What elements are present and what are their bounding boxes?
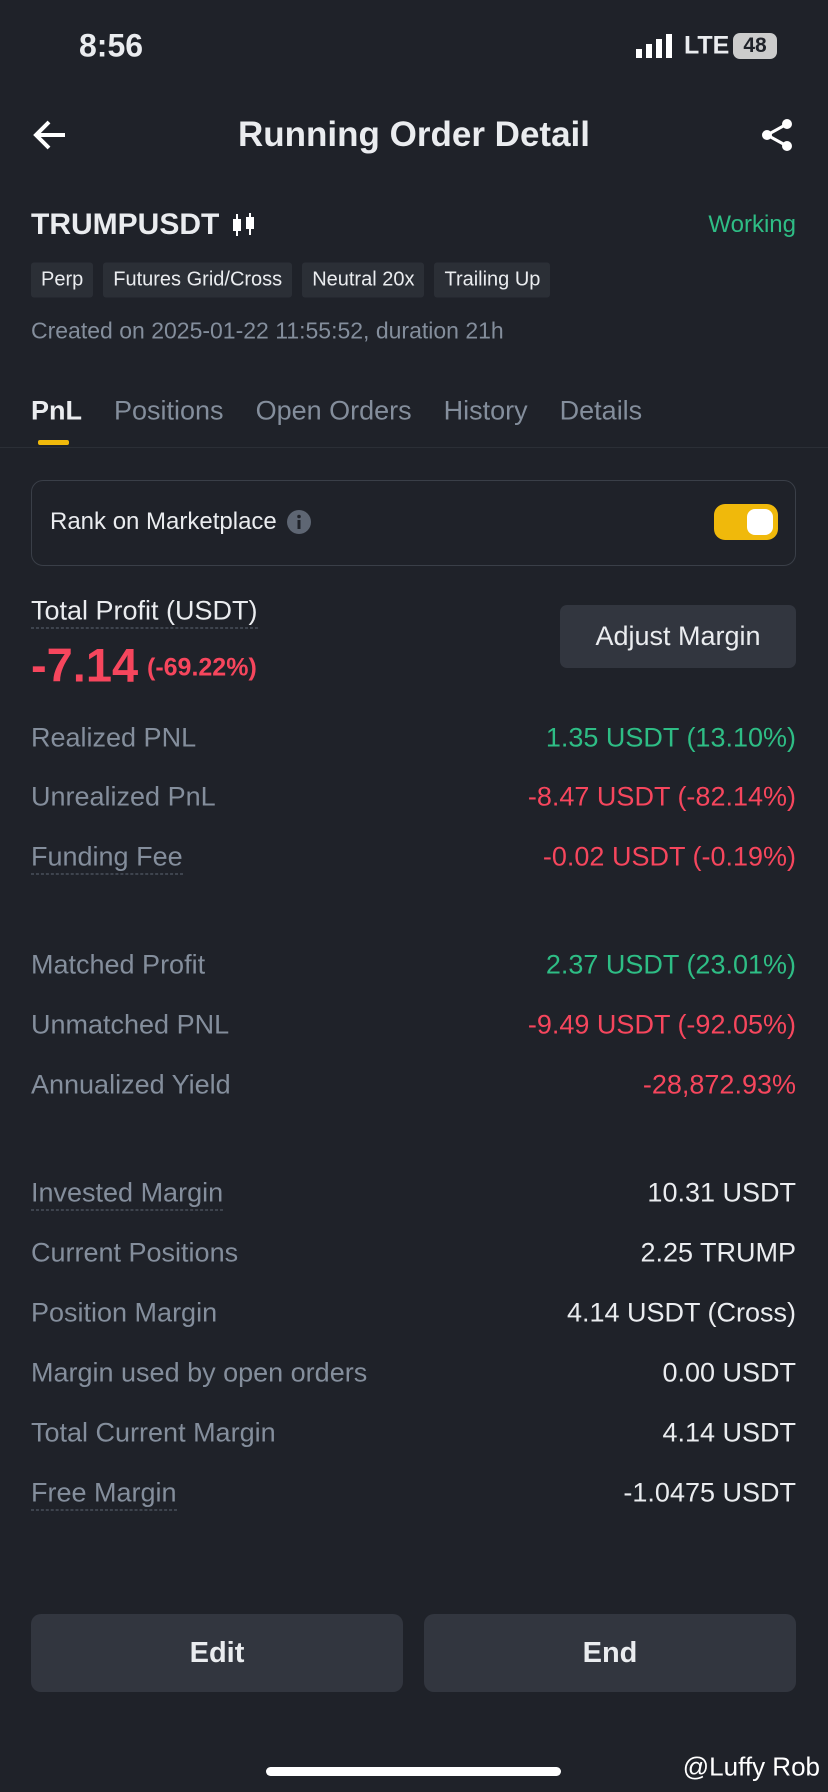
total-profit-label-text: Total Profit (USDT) <box>31 595 258 629</box>
row-label-text: Funding Fee <box>31 841 183 875</box>
row-value: -0.02 USDT (-0.19%) <box>542 841 796 872</box>
row-value: 10.31 USDT <box>647 1177 796 1208</box>
row-label: Unrealized PnL <box>31 782 216 813</box>
row-value: -1.0475 USDT <box>623 1477 796 1508</box>
end-button[interactable]: End <box>424 1614 796 1692</box>
row-label-text: Matched Profit <box>31 949 206 980</box>
total-profit-label: Total Profit (USDT) <box>31 595 258 629</box>
rank-label: Rank on Marketplace <box>50 508 277 535</box>
tab[interactable]: Open Orders <box>255 395 412 426</box>
row-label-text: Position Margin <box>31 1297 218 1328</box>
home-indicator <box>266 1767 561 1776</box>
total-profit-percent: (-69.22%) <box>147 653 257 682</box>
symbol: TRUMPUSDT <box>31 208 220 241</box>
row-label: Realized PNL <box>31 723 196 754</box>
row-value: 0.00 USDT <box>662 1357 796 1388</box>
row-label: Current Positions <box>31 1238 238 1269</box>
row-label: Funding Fee <box>31 841 183 875</box>
tag-list: Perp Futures Grid/Cross Neutral 20x Trailin… <box>31 262 560 298</box>
watermark: @Luffy Rob <box>682 1751 820 1782</box>
row-label: Matched Profit <box>31 950 205 981</box>
row-label-text: Current Positions <box>31 1237 239 1268</box>
tab[interactable]: Details <box>559 395 643 426</box>
row-label: Unmatched PNL <box>31 1010 229 1041</box>
row-label: Invested Margin <box>31 1177 224 1211</box>
tag: Neutral 20x <box>302 262 425 298</box>
tab[interactable]: History <box>443 395 528 426</box>
signal-icon <box>636 34 672 58</box>
row-label: Margin used by open orders <box>31 1358 367 1389</box>
row-label: Annualized Yield <box>31 1070 231 1101</box>
row-label-text: Margin used by open orders <box>31 1357 368 1388</box>
row-label-text: Total Current Margin <box>31 1417 276 1448</box>
created-info: Created on 2025-01-22 11:55:52, duration… <box>31 317 504 344</box>
tab[interactable]: PnL <box>31 395 82 426</box>
back-button[interactable] <box>33 119 67 151</box>
battery: 48 <box>733 33 777 59</box>
total-profit-value: -7.14 <box>31 638 139 692</box>
edit-button[interactable]: Edit <box>31 1614 403 1692</box>
adjust-margin-button[interactable]: Adjust Margin <box>560 605 796 668</box>
row-value: 2.37 USDT (23.01%) <box>545 949 796 980</box>
share-button[interactable] <box>760 118 794 152</box>
order-status: Working <box>708 211 796 238</box>
tag: Futures Grid/Cross <box>103 262 293 298</box>
tag: Perp <box>31 262 94 298</box>
divider <box>0 447 828 448</box>
row-value: 4.14 USDT <box>662 1417 796 1448</box>
row-label-text: Unmatched PNL <box>31 1009 230 1040</box>
row-value: -9.49 USDT (-92.05%) <box>527 1009 796 1040</box>
tab-bar: PnL Positions Open Orders History Details <box>31 396 674 427</box>
row-value: 4.14 USDT (Cross) <box>566 1297 796 1328</box>
row-value: -28,872.93% <box>642 1069 796 1100</box>
info-icon[interactable] <box>287 510 311 534</box>
row-label-text: Unrealized PnL <box>31 781 216 812</box>
row-label: Free Margin <box>31 1477 177 1511</box>
row-label-text: Annualized Yield <box>31 1069 231 1100</box>
rank-box <box>31 480 796 566</box>
network: LTE <box>684 31 730 60</box>
row-label: Total Current Margin <box>31 1418 276 1449</box>
row-label-text: Realized PNL <box>31 722 197 753</box>
rank-toggle[interactable] <box>714 504 778 540</box>
row-label-text: Invested Margin <box>31 1177 224 1211</box>
tag: Trailing Up <box>434 262 551 298</box>
tab-indicator <box>38 440 69 445</box>
page-title: Running Order Detail <box>238 115 590 154</box>
tab[interactable]: Positions <box>114 395 224 426</box>
chart-icon <box>233 213 254 236</box>
status-time: 8:56 <box>79 27 144 64</box>
row-label-text: Free Margin <box>31 1477 177 1511</box>
row-label: Position Margin <box>31 1298 217 1329</box>
row-value: 1.35 USDT (13.10%) <box>545 722 796 753</box>
row-value: -8.47 USDT (-82.14%) <box>527 781 796 812</box>
row-value: 2.25 TRUMP <box>640 1237 796 1268</box>
